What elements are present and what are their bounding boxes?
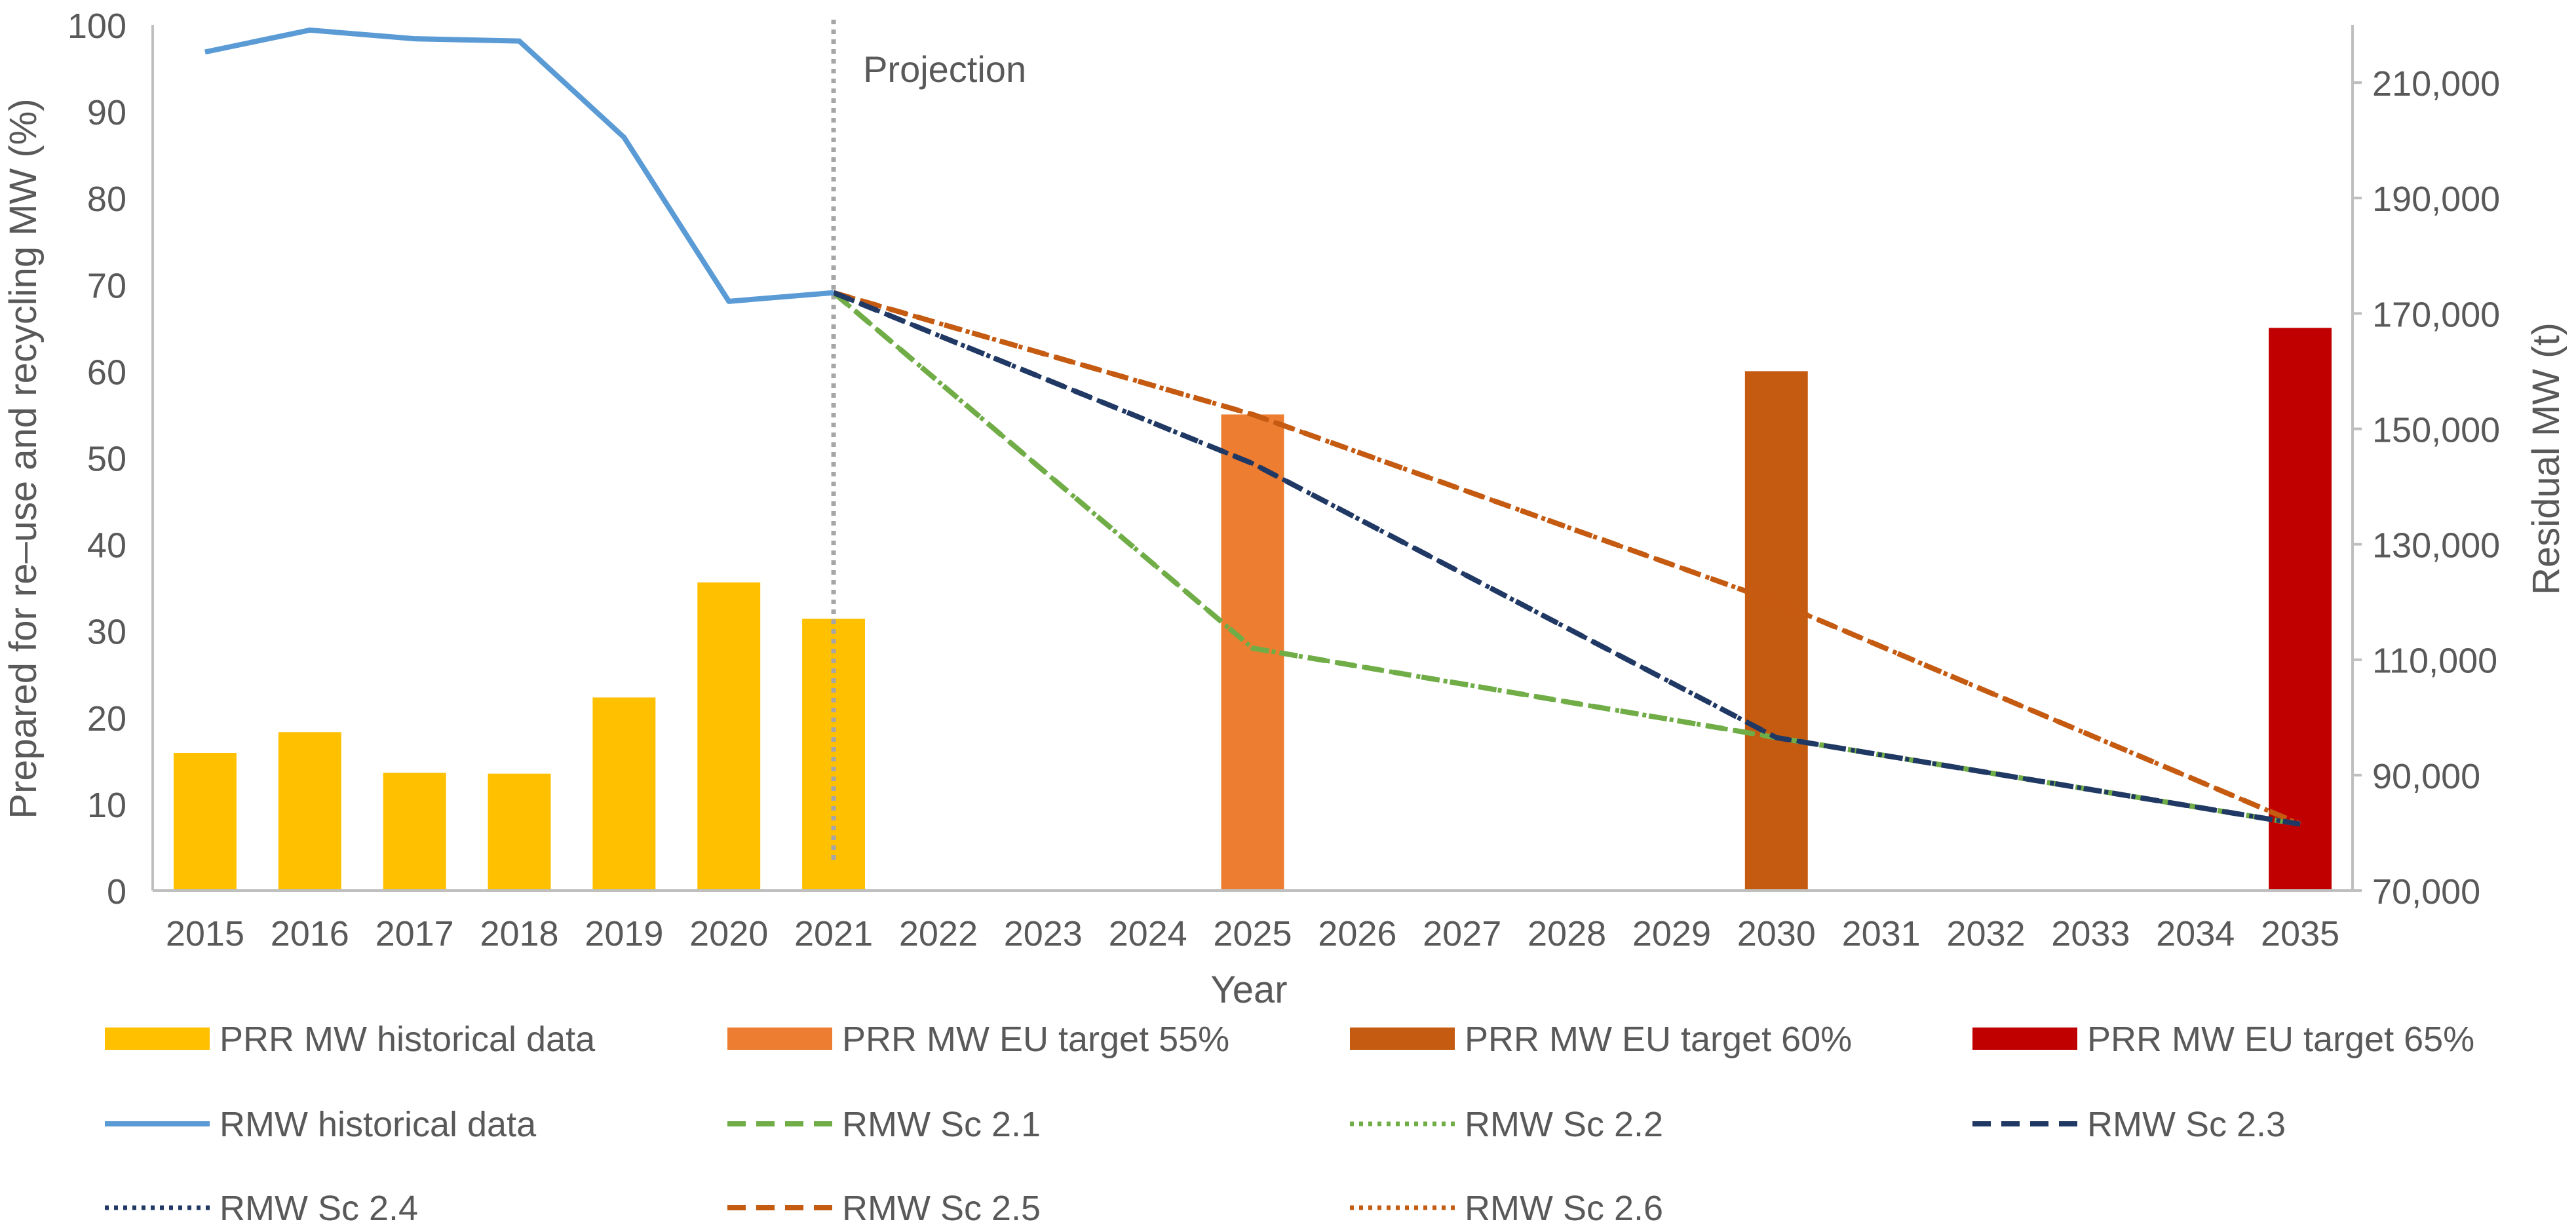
right-tick-label: 210,000: [2372, 64, 2500, 104]
lines: [204, 27, 2301, 827]
legend-label-6: RMW Sc 2.2: [1465, 1105, 1663, 1144]
legend-label-10: RMW Sc 2.6: [1465, 1189, 1663, 1228]
legend-label-3: PRR MW EU target 65%: [2087, 1020, 2474, 1059]
bar-0-2: [383, 773, 446, 891]
x-ticks: 2015 2016 2017 2018 2019 2020 2021 2022 2023 2024…: [166, 914, 2339, 953]
x-tick-label: 2017: [375, 914, 454, 953]
series-line-3: [832, 290, 2301, 827]
right-ticks: 70,000 90,000 110,000 130,000 150,000 170,000…: [2353, 64, 2500, 912]
x-tick-label: 2035: [2261, 914, 2339, 953]
legend-label-4: RMW historical data: [220, 1105, 537, 1144]
x-tick-label: 2032: [1946, 914, 2025, 953]
legend-label-8: RMW Sc 2.4: [220, 1189, 418, 1228]
series-line-0: [204, 27, 834, 304]
series-line-6: [833, 290, 2301, 826]
legend-swatch-3: [1972, 1028, 2077, 1050]
left-y-axis-title: Prepared for re–use and recycling MW (%): [2, 98, 45, 818]
projection-label: Projection: [863, 48, 1026, 90]
axes: [151, 25, 2354, 892]
x-tick-label: 2027: [1423, 914, 1501, 953]
legend-label-1: PRR MW EU target 55%: [842, 1020, 1229, 1059]
bar-0-5: [697, 582, 761, 891]
x-tick-label: 2015: [166, 914, 244, 953]
right-y-axis-title: Residual MW (t): [2525, 322, 2567, 595]
x-tick-label: 2018: [480, 914, 558, 953]
bar-0-4: [592, 697, 656, 891]
left-tick-label: 20: [87, 699, 126, 739]
legend-swatch-0: [105, 1028, 210, 1050]
bar-0-1: [278, 732, 341, 891]
left-tick-label: 80: [87, 180, 126, 219]
legend-swatch-2: [1350, 1028, 1455, 1050]
x-tick-label: 2029: [1632, 914, 1711, 953]
legend: PRR MW historical data PRR MW EU target 5…: [105, 1020, 2474, 1228]
x-tick-label: 2023: [1004, 914, 1083, 953]
legend-label-5: RMW Sc 2.1: [842, 1105, 1041, 1144]
legend-label-2: PRR MW EU target 60%: [1465, 1020, 1852, 1059]
bar-3-0: [2269, 328, 2332, 891]
left-tick-label: 90: [87, 93, 126, 132]
x-tick-label: 2034: [2156, 914, 2235, 953]
x-tick-label: 2033: [2051, 914, 2130, 953]
right-tick-label: 190,000: [2372, 180, 2500, 219]
x-tick-label: 2028: [1528, 914, 1606, 953]
legend-label-9: RMW Sc 2.5: [842, 1189, 1041, 1228]
x-tick-label: 2022: [899, 914, 978, 953]
left-tick-label: 100: [67, 7, 126, 46]
x-tick-label: 2019: [585, 914, 663, 953]
right-tick-label: 70,000: [2372, 872, 2480, 912]
legend-label-7: RMW Sc 2.3: [2087, 1105, 2286, 1144]
left-tick-label: 10: [87, 786, 126, 825]
x-tick-label: 2024: [1109, 914, 1187, 953]
left-tick-label: 30: [87, 613, 126, 652]
series-line-1: [832, 290, 2301, 827]
left-tick-label: 50: [87, 440, 126, 479]
x-tick-label: 2030: [1737, 914, 1816, 953]
left-tick-label: 40: [87, 526, 126, 566]
left-tick-label: 0: [107, 872, 126, 912]
bars: [173, 328, 2332, 891]
right-tick-label: 130,000: [2372, 526, 2500, 566]
x-tick-label: 2016: [271, 914, 349, 953]
right-tick-label: 170,000: [2372, 295, 2500, 334]
right-tick-label: 90,000: [2372, 757, 2480, 796]
x-tick-label: 2025: [1213, 914, 1292, 953]
x-tick-label: 2021: [794, 914, 873, 953]
projection-marker: Projection: [831, 20, 1026, 865]
series-line-5: [832, 290, 2301, 827]
x-tick-label: 2026: [1318, 914, 1396, 953]
bar-0-6: [802, 619, 866, 891]
left-ticks: 0 10 20 30 40 50 60 70 80 90 100: [67, 7, 126, 912]
right-tick-label: 110,000: [2372, 642, 2497, 681]
right-tick-label: 150,000: [2372, 410, 2500, 450]
left-tick-label: 60: [87, 353, 126, 392]
bar-2-0: [1744, 371, 1808, 891]
x-tick-label: 2031: [1842, 914, 1921, 953]
bar-0-0: [173, 752, 237, 891]
legend-swatch-1: [727, 1028, 832, 1050]
legend-label-0: PRR MW historical data: [220, 1020, 596, 1059]
series-line-4: [832, 290, 2301, 827]
x-axis-title: Year: [1210, 969, 1287, 1011]
x-tick-label: 2020: [689, 914, 768, 953]
left-tick-label: 70: [87, 266, 126, 305]
bar-0-3: [488, 773, 551, 891]
series-line-2: [832, 290, 2301, 827]
